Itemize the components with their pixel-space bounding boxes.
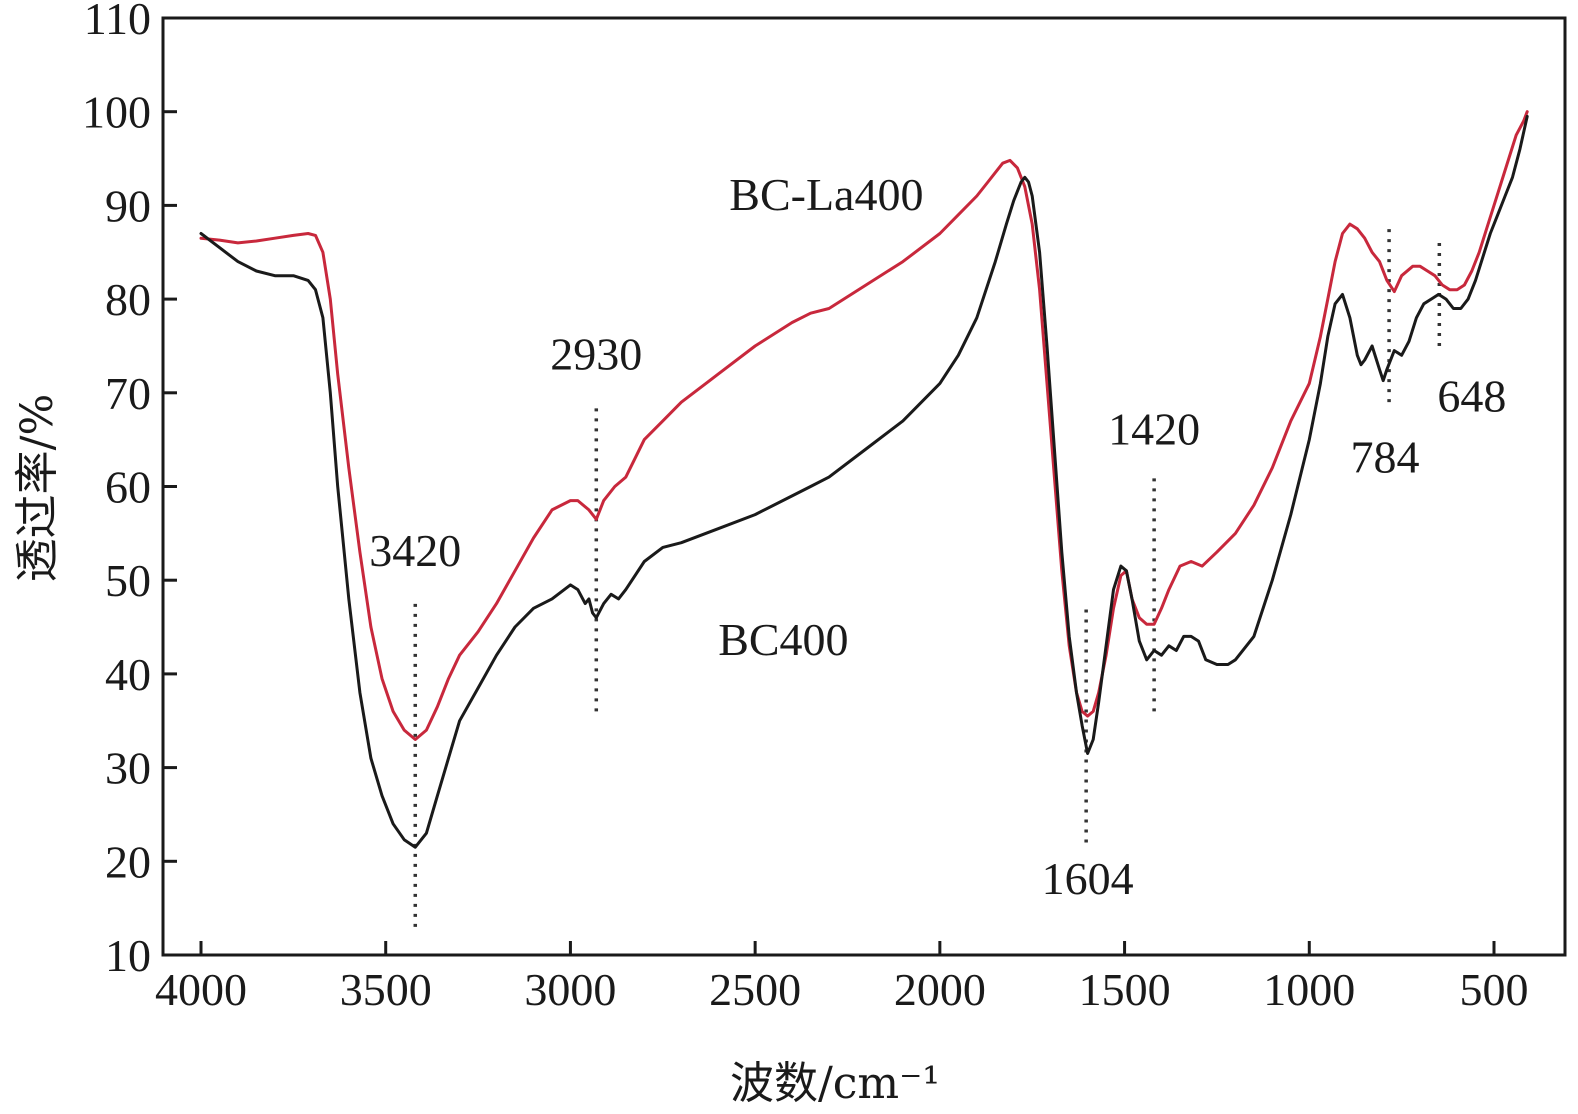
peak-label-784: 784 bbox=[1351, 431, 1420, 482]
peak-label-2930: 2930 bbox=[550, 328, 642, 379]
y-tick-label-70: 70 bbox=[105, 368, 151, 419]
peak-label-648: 648 bbox=[1437, 371, 1506, 422]
x-tick-label-1500: 1500 bbox=[1079, 964, 1171, 1015]
y-tick-label-80: 80 bbox=[105, 274, 151, 325]
y-tick-label-10: 10 bbox=[105, 930, 151, 981]
y-tick-label-90: 90 bbox=[105, 180, 151, 231]
x-tick-label-500: 500 bbox=[1460, 964, 1529, 1015]
x-axis-ticks: 4000 3500 3000 2500 2000 1500 1000 500 bbox=[155, 941, 1529, 1015]
x-tick-label-4000: 4000 bbox=[155, 964, 247, 1015]
x-tick-label-3000: 3000 bbox=[524, 964, 616, 1015]
annotation-labels: 3420 2930 1604 1420 784 648 bbox=[369, 328, 1506, 904]
x-tick-label-2000: 2000 bbox=[894, 964, 986, 1015]
x-tick-label-2500: 2500 bbox=[709, 964, 801, 1015]
series-label-bc-la400: BC-La400 bbox=[729, 169, 923, 220]
y-tick-label-20: 20 bbox=[105, 836, 151, 887]
series-label-bc400: BC400 bbox=[718, 614, 848, 665]
x-axis-title: 波数/cm⁻¹ bbox=[730, 1058, 940, 1109]
plot-frame bbox=[161, 16, 1567, 957]
peak-label-3420: 3420 bbox=[369, 525, 461, 576]
y-tick-label-110: 110 bbox=[84, 0, 151, 44]
y-axis-ticks: 10 20 30 40 50 60 70 80 90 100 110 bbox=[82, 0, 177, 981]
x-tick-label-1000: 1000 bbox=[1263, 964, 1355, 1015]
series-layer bbox=[199, 110, 1529, 849]
y-tick-label-40: 40 bbox=[105, 649, 151, 700]
y-tick-label-100: 100 bbox=[82, 87, 151, 138]
y-tick-label-60: 60 bbox=[105, 462, 151, 513]
peak-label-1604: 1604 bbox=[1042, 853, 1134, 904]
series-line-bc400 bbox=[199, 114, 1529, 849]
series-labels: BC-La400 BC400 bbox=[718, 169, 923, 665]
y-tick-label-50: 50 bbox=[105, 555, 151, 606]
x-tick-label-3500: 3500 bbox=[340, 964, 432, 1015]
series-line-bc-la400 bbox=[199, 110, 1529, 741]
peak-label-1420: 1420 bbox=[1108, 403, 1200, 454]
y-tick-label-30: 30 bbox=[105, 743, 151, 794]
y-axis-title: 透过率/% bbox=[12, 394, 63, 583]
